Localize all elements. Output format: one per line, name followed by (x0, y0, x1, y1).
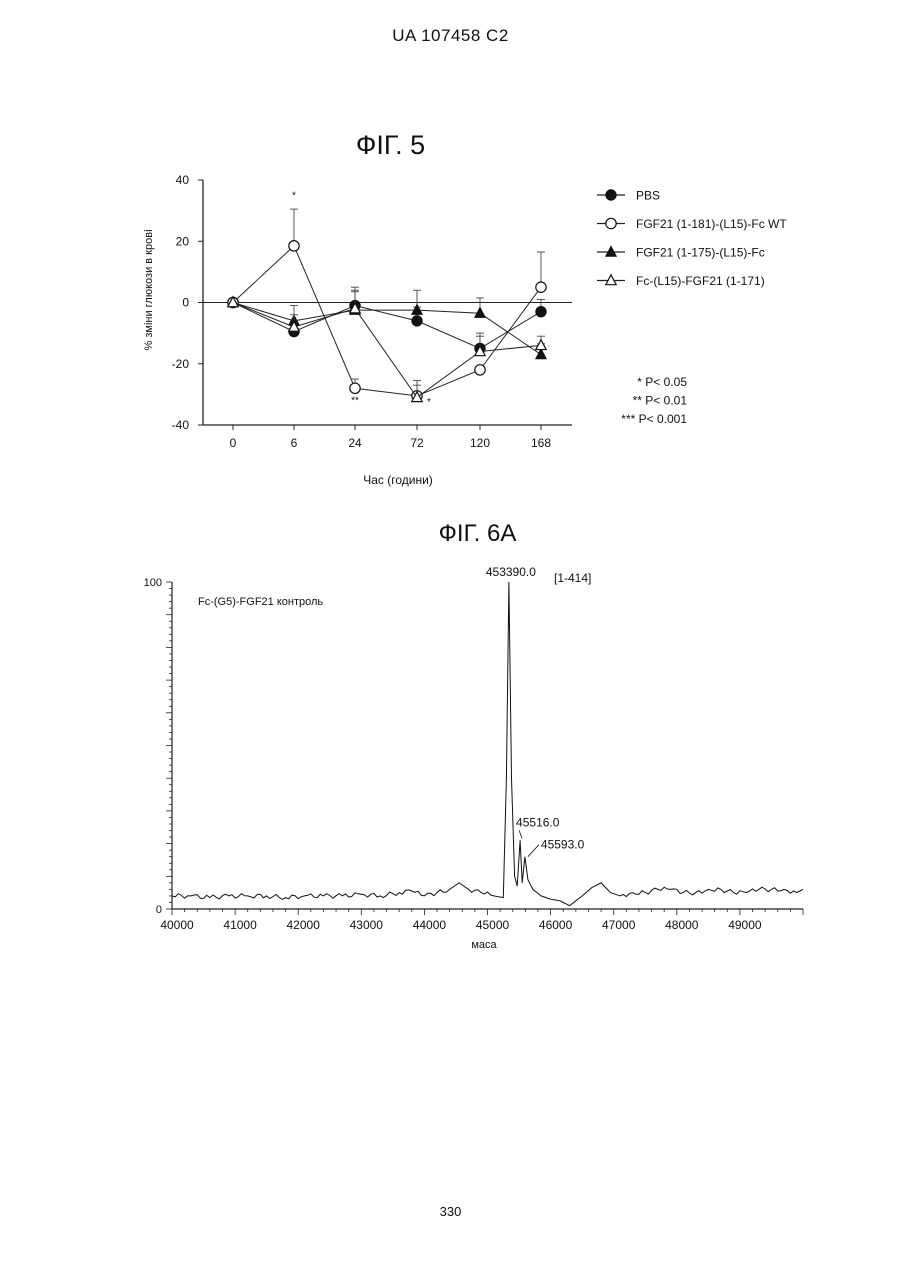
fig6a-x-tick-label: 48000 (665, 918, 699, 932)
fig5-series-line (233, 303, 541, 349)
fig5-y-tick-label: 40 (176, 173, 190, 187)
figure-5-title: ФІГ. 5 (0, 130, 781, 161)
fig6a-spectrum-trace (172, 582, 803, 906)
fig6a-peak-label: 45516.0 (516, 815, 560, 829)
fig6a-x-tick-label: 43000 (350, 918, 384, 932)
figure-5-chart: 40200-20-40062472120168 **** PBSFGF21 (1… (0, 160, 901, 500)
fig5-series-3 (228, 290, 546, 401)
fig6a-x-tick-label: 41000 (223, 918, 257, 932)
fig5-x-tick-label: 72 (410, 436, 424, 450)
fig6a-peak-label: 453390.0 (486, 565, 536, 579)
fig5-point (475, 308, 485, 318)
fig5-point (536, 282, 546, 292)
fig5-legend-entry: PBS (597, 189, 660, 203)
fig5-legend-marker (606, 190, 616, 200)
fig5-legend-label: FGF21 (1-181)-(L15)-Fc WT (636, 217, 787, 231)
fig6a-range-label: [1-414] (554, 571, 591, 585)
fig6a-subtitle: Fc-(G5)-FGF21 контроль (198, 596, 323, 608)
fig6a-x-tick-label: 49000 (728, 918, 762, 932)
fig5-y-tick-label: 20 (176, 234, 190, 248)
fig5-series-2 (228, 290, 546, 359)
fig6a-y-tick-label: 100 (144, 577, 162, 589)
fig5-point (412, 304, 422, 314)
fig5-axes: 40 20 0 -20 -40 0 6 24 72 120 168 (172, 173, 572, 450)
fig6a-x-tick-label: 46000 (539, 918, 573, 932)
fig5-x-tick-label: 168 (531, 436, 551, 450)
fig5-significance-mark: * (292, 190, 296, 201)
fig5-significance-mark: * (427, 397, 431, 408)
fig5-legend-label: PBS (636, 189, 660, 203)
fig5-legend-label: Fc-(L15)-FGF21 (1-171) (636, 274, 765, 288)
fig5-point (536, 306, 546, 316)
fig5-x-tick-label: 6 (291, 436, 298, 450)
fig5-series-line (233, 303, 541, 355)
fig5-series-layer: **** (228, 190, 546, 408)
fig5-y-tick-label: -20 (172, 357, 190, 371)
fig5-significance-legend-item: * P< 0.05 (637, 375, 687, 389)
fig5-legend-marker (606, 275, 616, 285)
fig6a-peak-leader (519, 830, 522, 838)
fig5-significance-legend-item: ** P< 0.01 (633, 394, 688, 408)
fig6a-x-tick-label: 42000 (287, 918, 321, 932)
fig5-legend-label: FGF21 (1-175)-(L15)-Fc (636, 246, 765, 260)
fig5-point (536, 340, 546, 350)
fig5-point (350, 383, 360, 393)
figure-6a-chart: 0 100 40000 41000 42000 43000 44000 45000 46000 4… (0, 560, 901, 960)
fig5-x-tick-label: 24 (348, 436, 362, 450)
fig6a-x-axis-label: маса (471, 939, 497, 951)
fig5-point (289, 241, 299, 251)
fig5-point (412, 316, 422, 326)
fig5-y-axis-label: % зміни глюкози в крові (143, 229, 155, 350)
fig5-legend-entry: Fc-(L15)-FGF21 (1-171) (597, 274, 765, 288)
fig6a-trace-layer: 453390.0 45516.0 45593.0 (172, 565, 803, 906)
fig5-legend-entry: FGF21 (1-181)-(L15)-Fc WT (597, 217, 787, 231)
fig5-x-tick-label: 0 (230, 436, 237, 450)
fig5-y-tick-label: -40 (172, 418, 190, 432)
fig5-series-0 (228, 287, 546, 353)
fig5-y-tick-label: 0 (182, 296, 189, 310)
fig5-legend-marker (606, 246, 616, 256)
document-header: UA 107458 C2 (0, 26, 901, 46)
fig6a-x-tick-label: 40000 (160, 918, 194, 932)
fig6a-peak-label: 45593.0 (541, 838, 585, 852)
fig6a-axes: 0 100 40000 41000 42000 43000 44000 45000 46000 4… (144, 577, 803, 932)
page-number: 330 (0, 1204, 901, 1219)
fig6a-x-tick-label: 44000 (413, 918, 447, 932)
fig5-significance-mark: ** (351, 396, 359, 407)
fig5-legend-marker (606, 218, 616, 228)
fig6a-peak-leader (528, 845, 539, 857)
fig5-point (475, 365, 485, 375)
fig5-significance-legend-item: *** P< 0.001 (621, 412, 687, 426)
fig5-series-1 (228, 209, 546, 401)
figure-6a-title: ФІГ. 6А (0, 520, 901, 548)
fig5-x-axis-label: Час (години) (363, 473, 433, 487)
fig5-x-tick-label: 120 (470, 436, 490, 450)
fig6a-x-tick-label: 47000 (602, 918, 636, 932)
fig6a-y-tick-label: 0 (156, 904, 162, 916)
fig5-legend: PBS FGF21 (1-181)-(L15)-Fc WT FGF21 (1-175… (597, 189, 787, 427)
fig5-point (536, 349, 546, 359)
fig5-legend-entry: FGF21 (1-175)-(L15)-Fc (597, 246, 765, 260)
fig6a-x-tick-label: 45000 (476, 918, 510, 932)
